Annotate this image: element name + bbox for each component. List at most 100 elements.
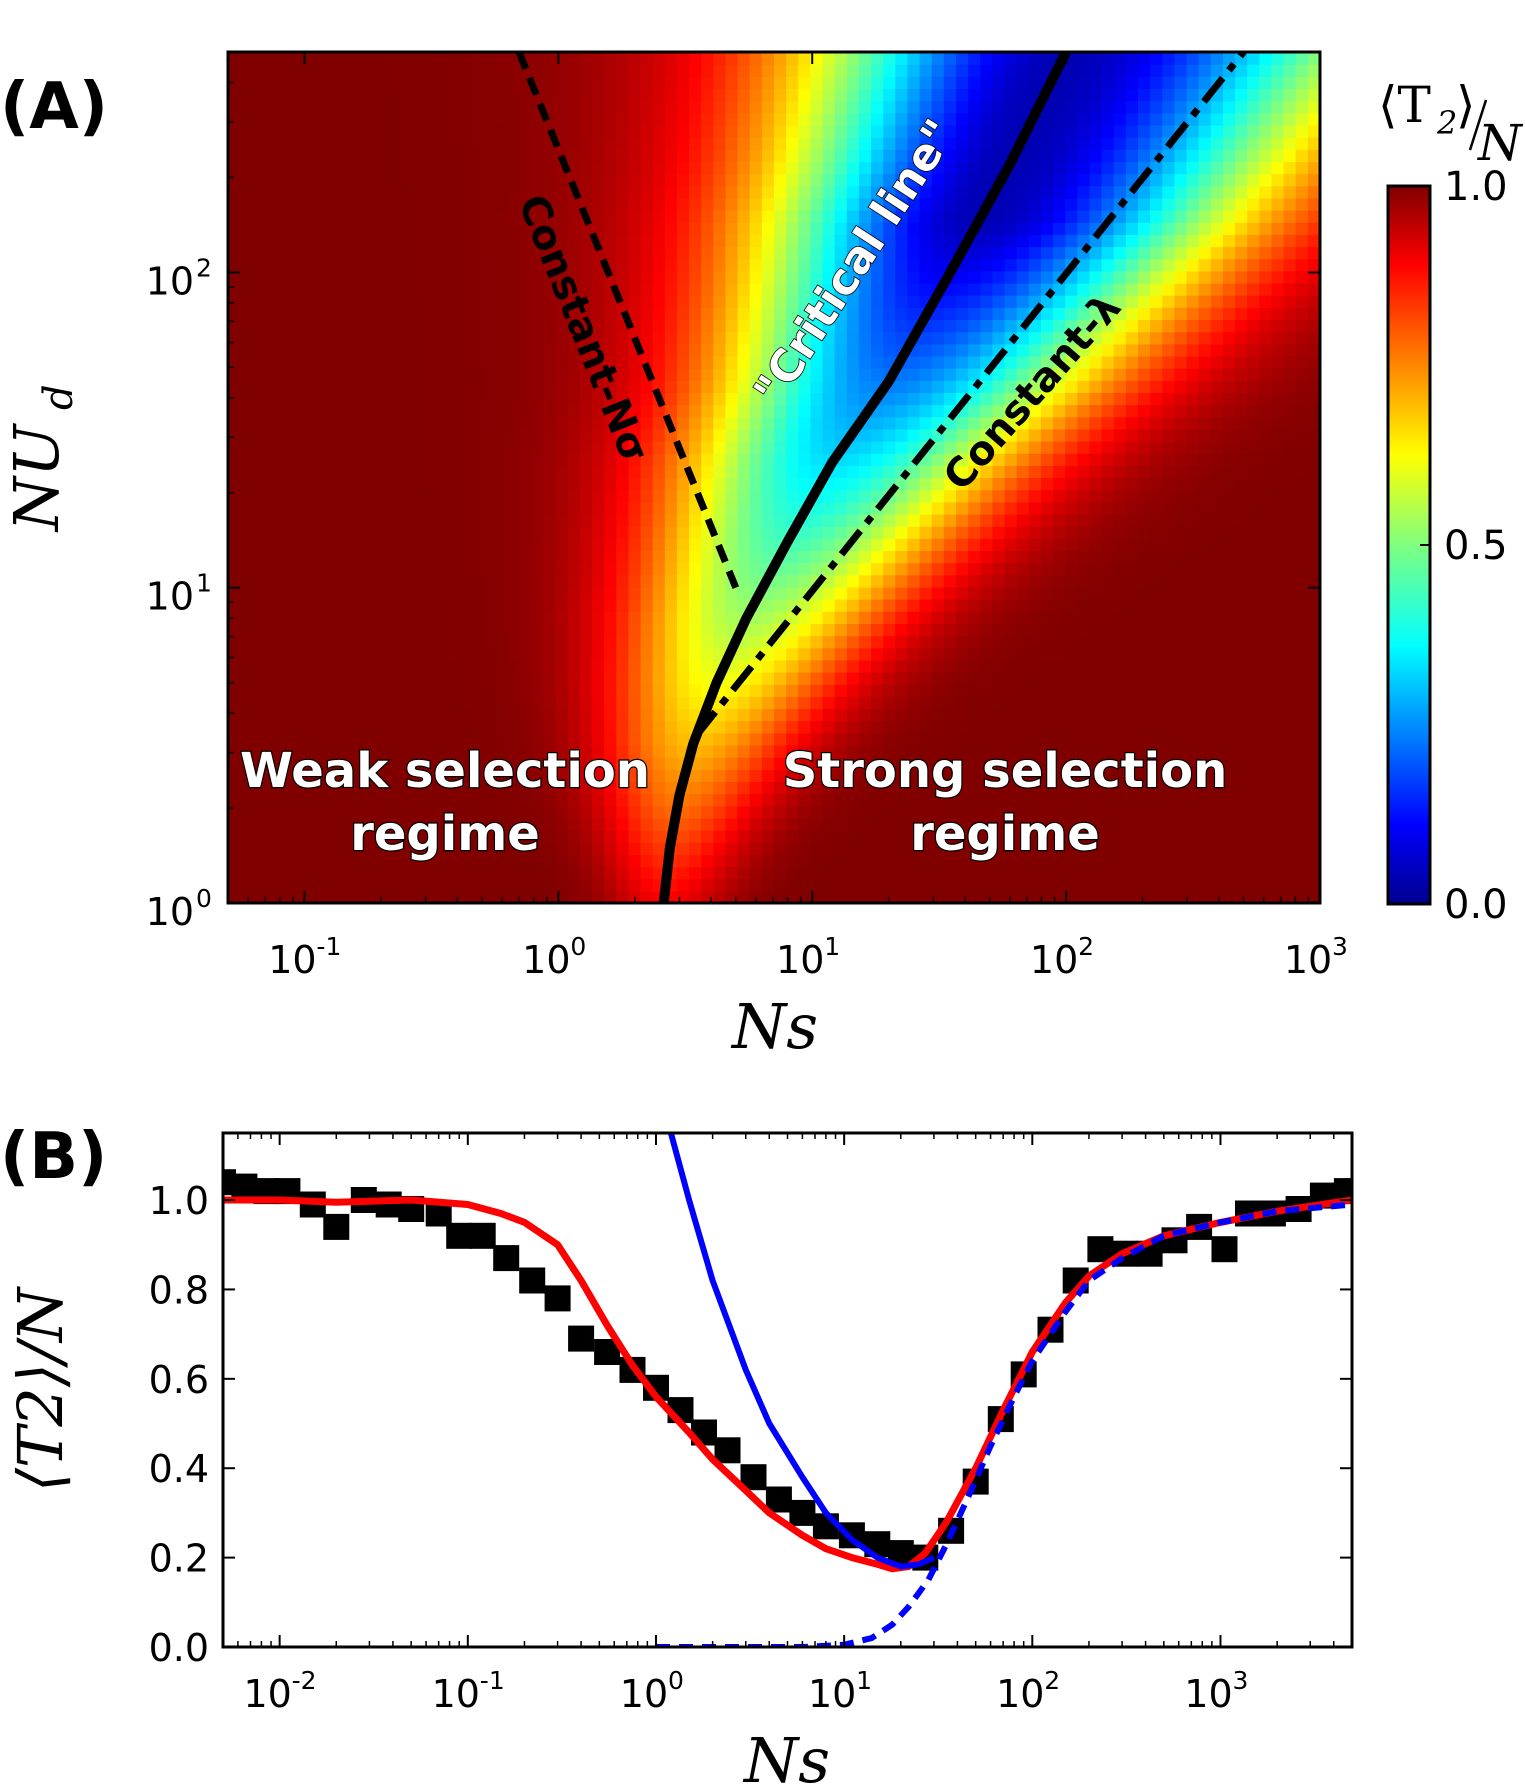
heatmap-cell (737, 404, 751, 418)
heatmap-cell (482, 282, 496, 296)
heatmap-cell (1053, 623, 1066, 637)
heatmap-cell (664, 672, 678, 685)
heatmap-cell (592, 562, 605, 576)
heatmap-cell (385, 355, 399, 369)
heatmap-cell (798, 757, 811, 770)
heatmap-cell (397, 672, 411, 685)
heatmap-cell (725, 52, 739, 65)
heatmap-cell (871, 197, 884, 211)
heatmap-cell (822, 878, 836, 892)
heatmap-cell (264, 428, 278, 442)
heatmap-cell (604, 112, 617, 126)
heatmap-cell (652, 52, 666, 65)
heatmap-cell (628, 878, 642, 892)
heatmap-cell (664, 173, 678, 187)
heatmap-cell (980, 282, 993, 296)
heatmap-cell (470, 842, 484, 855)
heatmap-cell (931, 769, 945, 783)
heatmap-cell (579, 586, 593, 600)
heatmap-cell (410, 282, 423, 296)
heatmap-cell (592, 428, 605, 442)
heatmap-cell (288, 307, 302, 321)
heatmap-cell (943, 623, 957, 637)
heatmap-cell (1065, 890, 1078, 903)
heatmap-cell (810, 817, 824, 831)
heatmap-cell (919, 659, 933, 673)
heatmap-cell (276, 805, 290, 819)
heatmap-cell (761, 52, 775, 65)
heatmap-cell (943, 781, 957, 795)
heatmap-cell (798, 282, 811, 296)
heatmap-cell (980, 708, 993, 722)
heatmap-cell (325, 830, 338, 843)
heatmap-cell (834, 52, 848, 65)
heatmap-cell (422, 720, 435, 734)
heatmap-cell (507, 124, 520, 138)
heatmap-cell (676, 161, 690, 175)
heatmap-cell (397, 550, 411, 564)
heatmap-cell (834, 781, 848, 795)
heatmap-cell (300, 684, 314, 697)
heatmap-cell (240, 380, 253, 393)
heatmap-cell (337, 441, 350, 454)
heatmap-cell (786, 404, 799, 418)
heatmap-cell (676, 124, 690, 138)
heatmap-cell (228, 842, 241, 855)
heatmap-cell (980, 453, 993, 466)
heatmap-cell (1065, 210, 1078, 223)
heatmap-cell (956, 380, 969, 393)
heatmap-cell (555, 222, 569, 235)
heatmap-cell (980, 793, 993, 807)
heatmap-cell (919, 830, 933, 843)
heatmap-cell (555, 659, 569, 673)
heatmap-cell (592, 817, 605, 831)
heatmap-cell (761, 489, 775, 503)
heatmap-cell (1028, 513, 1042, 527)
heatmap-cell (701, 404, 714, 418)
heatmap-cell (980, 319, 993, 333)
heatmap-cell (919, 392, 933, 406)
heatmap-cell (555, 282, 569, 296)
heatmap-cell (737, 52, 751, 65)
heatmap-cell (883, 538, 896, 552)
heatmap-cell (689, 64, 702, 77)
heatmap-cell (397, 307, 411, 321)
heatmap-cell (980, 830, 993, 843)
heatmap-cell (434, 52, 447, 65)
heatmap-cell (1065, 611, 1078, 624)
heatmap-cell (883, 672, 896, 685)
heatmap-cell (240, 112, 253, 126)
heatmap-cell (507, 720, 520, 734)
heatmap-cell (810, 890, 824, 903)
heatmap-cell (507, 465, 520, 479)
heatmap-cell (640, 465, 654, 479)
heatmap-cell (228, 696, 241, 710)
heatmap-cell (931, 890, 945, 903)
heatmap-cell (810, 696, 824, 710)
heatmap-cell (349, 659, 363, 673)
heatmap-cell (422, 210, 435, 223)
heatmap-cell (1053, 501, 1066, 515)
heatmap-cell (337, 64, 350, 77)
heatmap-cell (325, 611, 338, 624)
heatmap-cell (943, 793, 957, 807)
heatmap-cell (1040, 878, 1054, 892)
heatmap-cell (786, 380, 799, 393)
heatmap-cell (1077, 769, 1091, 783)
heatmap-cell (228, 343, 241, 357)
heatmap-cell (592, 210, 605, 223)
heatmap-cell (798, 246, 811, 260)
heatmap-cell (616, 258, 629, 272)
heatmap-cell (1077, 830, 1091, 843)
heatmap-cell (616, 805, 629, 819)
heatmap-cell (1077, 64, 1091, 77)
heatmap-cell (1004, 501, 1018, 515)
heatmap-cell (616, 890, 629, 903)
heatmap-cell (397, 404, 411, 418)
heatmap-cell (288, 355, 302, 369)
heatmap-cell (834, 866, 848, 880)
heatmap-cell (919, 866, 933, 880)
heatmap-cell (410, 465, 423, 479)
heatmap-cell (312, 781, 326, 795)
heatmap-cell (567, 137, 581, 150)
